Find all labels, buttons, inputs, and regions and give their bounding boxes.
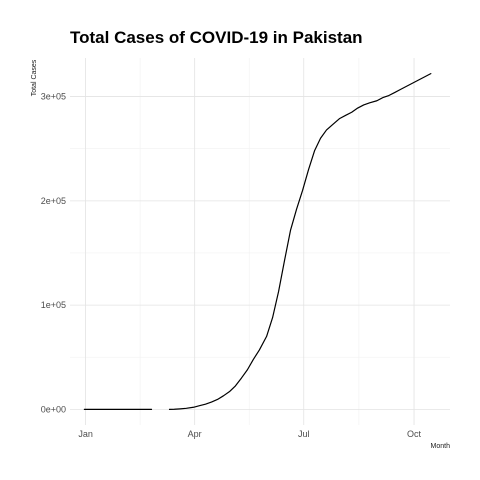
- x-axis-title: Month: [431, 443, 451, 450]
- y-tick-label: 0e+00: [41, 404, 66, 414]
- x-tick-label: Jul: [298, 429, 310, 439]
- chart-title: Total Cases of COVID-19 in Pakistan: [70, 28, 363, 47]
- gridlines: [70, 58, 450, 425]
- x-axis-tick-labels: Jan Apr Jul Oct: [78, 429, 421, 439]
- series-line-total-cases: [168, 73, 432, 410]
- series-layer: [83, 73, 432, 410]
- y-tick-label: 1e+05: [41, 300, 66, 310]
- y-axis-title: Total Cases: [31, 59, 38, 96]
- x-tick-label: Jan: [78, 429, 93, 439]
- y-tick-label: 3e+05: [41, 92, 66, 102]
- x-tick-label: Apr: [188, 429, 202, 439]
- x-tick-label: Oct: [407, 429, 422, 439]
- y-axis-tick-labels: 0e+00 1e+05 2e+05 3e+05: [41, 92, 66, 415]
- y-tick-label: 2e+05: [41, 196, 66, 206]
